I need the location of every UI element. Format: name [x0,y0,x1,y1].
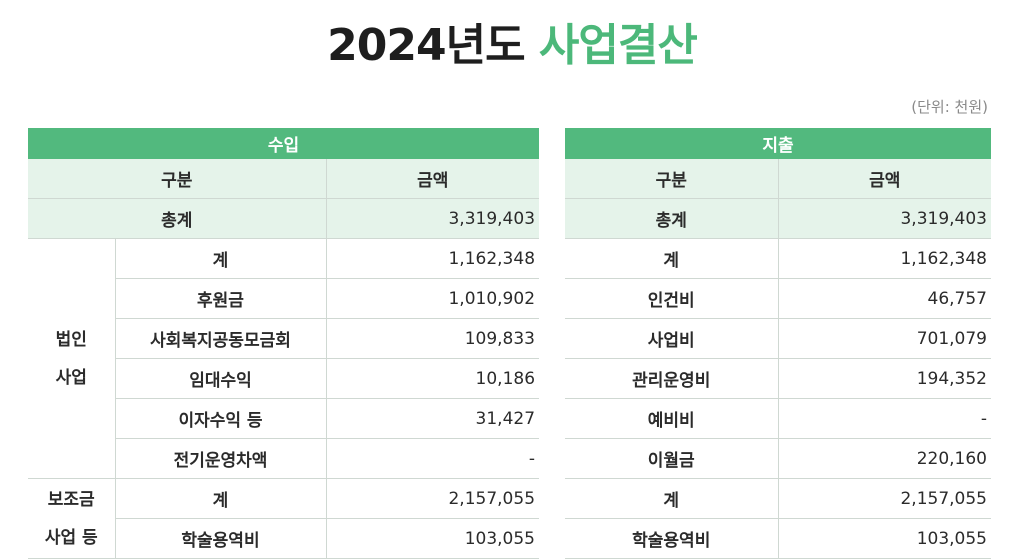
expense-row-amount: 46,757 [778,278,991,319]
unit-note: (단위: 천원) [911,98,988,116]
expense-header: 지출 [565,128,991,159]
income-row-item: 후원금 [115,278,327,319]
income-row-item: 전기운영차액 [115,438,327,479]
expense-row-amount: 2,157,055 [778,478,991,519]
expense-row-item: 인건비 [565,278,779,319]
income-col-category: 구분 [28,159,327,199]
income-row-amount: 10,186 [326,358,540,399]
income-row-amount: 103,055 [326,518,540,559]
income-row-item: 학술용역비 [115,518,327,559]
expense-col-amount: 금액 [778,159,991,199]
income-row-amount: 31,427 [326,398,540,439]
income-row-item: 임대수익 [115,358,327,399]
expense-total-label: 총계 [565,198,779,239]
income-total-amount: 3,319,403 [326,198,540,239]
income-col-amount: 금액 [326,159,540,199]
group-label-line1: 법인 [55,329,87,350]
expense-row-amount: - [778,398,991,439]
expense-table: 지출 구분 금액 총계 3,319,403 계 1,162,348 인건비 46… [565,128,991,559]
income-row-item: 이자수익 등 [115,398,327,439]
expense-row-amount: 701,079 [778,318,991,359]
income-row-item: 사회복지공동모금회 [115,318,327,359]
expense-row-item: 관리운영비 [565,358,779,399]
page-title: 2024년도 사업결산 [0,16,1024,76]
expense-row-item: 이월금 [565,438,779,479]
group-label-line1: 보조금 [47,489,95,510]
expense-row-amount: 1,162,348 [778,238,991,279]
income-total-label: 총계 [28,198,327,239]
expense-row-amount: 220,160 [778,438,991,479]
group-label-line2: 사업 [55,367,87,388]
expense-total-amount: 3,319,403 [778,198,991,239]
income-row-amount: 1,010,902 [326,278,540,319]
income-row-amount: 1,162,348 [326,238,540,279]
income-row-item: 계 [115,238,327,279]
income-row-amount: 109,833 [326,318,540,359]
title-main: 2024년도 [327,20,525,71]
income-row-item: 계 [115,478,327,519]
group-label-line2: 사업 등 [44,527,98,548]
income-row-amount: - [326,438,540,479]
expense-row-item: 계 [565,478,779,519]
title-accent: 사업결산 [538,20,698,71]
expense-row-item: 사업비 [565,318,779,359]
expense-row-item: 계 [565,238,779,279]
expense-row-item: 예비비 [565,398,779,439]
income-header: 수입 [28,128,540,159]
expense-row-amount: 194,352 [778,358,991,399]
expense-col-category: 구분 [565,159,779,199]
expense-row-amount: 103,055 [778,518,991,559]
expense-row-item: 학술용역비 [565,518,779,559]
income-row-amount: 2,157,055 [326,478,540,519]
